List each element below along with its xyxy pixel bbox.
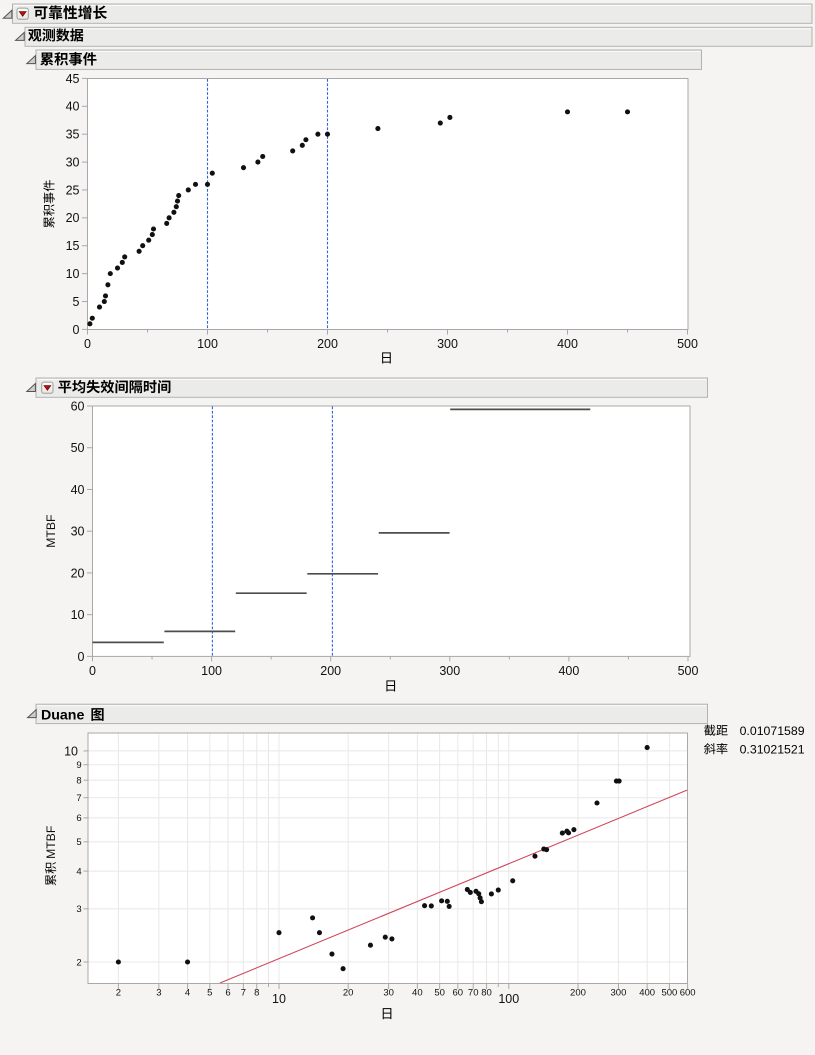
svg-text:0: 0 bbox=[89, 664, 96, 678]
svg-text:400: 400 bbox=[558, 664, 579, 678]
svg-text:5: 5 bbox=[76, 837, 81, 848]
svg-text:20: 20 bbox=[66, 211, 80, 225]
svg-text:45: 45 bbox=[66, 72, 80, 86]
svg-text:2: 2 bbox=[116, 988, 121, 999]
svg-text:100: 100 bbox=[197, 337, 218, 351]
svg-text:10: 10 bbox=[66, 267, 80, 281]
svg-text:0.01071589: 0.01071589 bbox=[740, 724, 805, 738]
svg-text:200: 200 bbox=[570, 988, 586, 999]
svg-text:3: 3 bbox=[156, 988, 161, 999]
svg-text:6: 6 bbox=[225, 988, 230, 999]
svg-text:500: 500 bbox=[661, 988, 677, 999]
svg-text:3: 3 bbox=[76, 904, 81, 915]
svg-text:400: 400 bbox=[639, 988, 655, 999]
svg-text:600: 600 bbox=[680, 988, 696, 999]
svg-text:7: 7 bbox=[241, 988, 246, 999]
svg-text:0.31021521: 0.31021521 bbox=[740, 742, 805, 756]
svg-text:60: 60 bbox=[453, 988, 464, 999]
svg-text:40: 40 bbox=[66, 100, 80, 114]
svg-text:500: 500 bbox=[677, 337, 698, 351]
svg-text:70: 70 bbox=[468, 988, 479, 999]
svg-text:10: 10 bbox=[71, 608, 85, 622]
svg-text:30: 30 bbox=[66, 155, 80, 169]
svg-text:400: 400 bbox=[557, 337, 578, 351]
svg-text:20: 20 bbox=[343, 988, 354, 999]
svg-text:100: 100 bbox=[201, 664, 222, 678]
svg-text:7: 7 bbox=[76, 793, 81, 804]
svg-text:100: 100 bbox=[498, 992, 519, 1006]
svg-text:30: 30 bbox=[383, 988, 394, 999]
svg-text:200: 200 bbox=[320, 664, 341, 678]
svg-text:Duane: Duane bbox=[41, 708, 84, 724]
svg-text:300: 300 bbox=[439, 664, 460, 678]
svg-text:20: 20 bbox=[71, 566, 85, 580]
svg-text:80: 80 bbox=[481, 988, 492, 999]
svg-text:2: 2 bbox=[76, 957, 81, 968]
svg-text:4: 4 bbox=[76, 866, 81, 877]
svg-text:15: 15 bbox=[66, 239, 80, 253]
svg-text:0: 0 bbox=[78, 650, 85, 664]
svg-text:MTBF: MTBF bbox=[44, 826, 58, 859]
svg-text:0: 0 bbox=[84, 337, 91, 351]
svg-text:35: 35 bbox=[66, 128, 80, 142]
svg-text:60: 60 bbox=[71, 399, 85, 413]
svg-text:300: 300 bbox=[611, 988, 627, 999]
svg-text:5: 5 bbox=[207, 988, 212, 999]
svg-text:5: 5 bbox=[73, 295, 80, 309]
svg-text:4: 4 bbox=[185, 988, 190, 999]
svg-text:MTBF: MTBF bbox=[44, 515, 58, 548]
svg-text:8: 8 bbox=[254, 988, 259, 999]
svg-text:10: 10 bbox=[272, 992, 286, 1006]
svg-text:50: 50 bbox=[71, 441, 85, 455]
svg-text:40: 40 bbox=[412, 988, 423, 999]
svg-text:25: 25 bbox=[66, 183, 80, 197]
svg-text:0: 0 bbox=[73, 323, 80, 337]
svg-text:9: 9 bbox=[76, 760, 81, 771]
svg-text:6: 6 bbox=[76, 813, 81, 824]
svg-text:40: 40 bbox=[71, 483, 85, 497]
svg-text:8: 8 bbox=[76, 775, 81, 786]
svg-text:500: 500 bbox=[678, 664, 699, 678]
svg-text:30: 30 bbox=[71, 525, 85, 539]
svg-text:10: 10 bbox=[64, 744, 78, 758]
svg-text:300: 300 bbox=[437, 337, 458, 351]
svg-text:50: 50 bbox=[434, 988, 445, 999]
svg-text:200: 200 bbox=[317, 337, 338, 351]
